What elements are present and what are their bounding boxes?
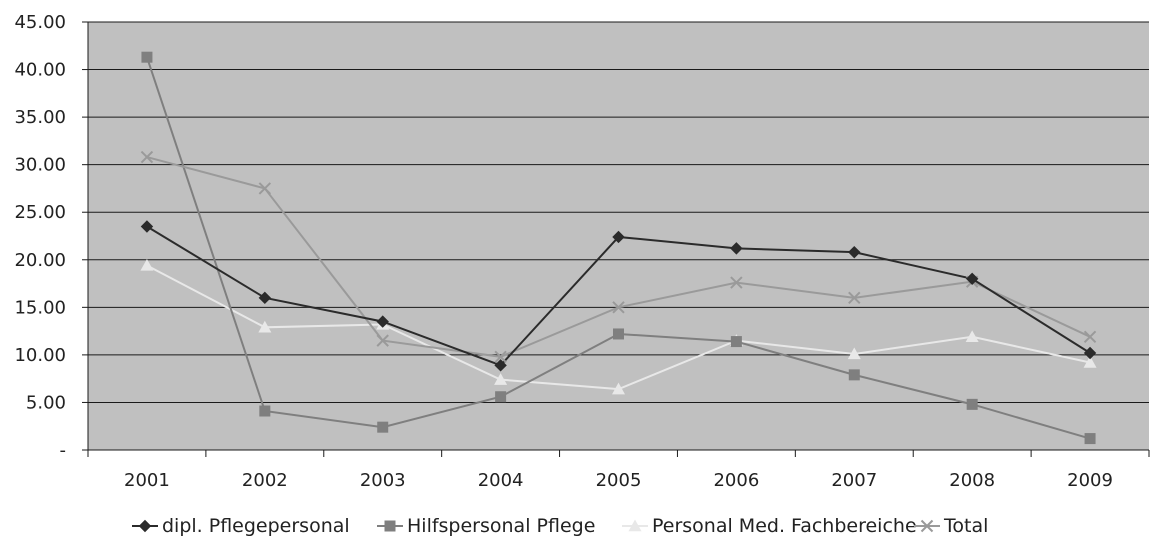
legend-item: Personal Med. Fachbereiche [622, 515, 917, 537]
series-1-marker [140, 220, 154, 233]
legend-label: Hilfspersonal Pflege [407, 515, 595, 537]
x-tick-label: 2006 [713, 470, 759, 491]
x-tick-label: 2002 [242, 470, 288, 491]
series-3-marker [1083, 355, 1097, 368]
y-tick-label: 40.00 [14, 60, 66, 81]
legend-label: dipl. Pflegepersonal [162, 515, 350, 537]
y-tick-label: 15.00 [14, 297, 66, 318]
y-tick-label: 5.00 [26, 392, 66, 413]
series-2-marker [141, 51, 153, 63]
series-3-marker [494, 373, 508, 385]
series-2-marker [495, 391, 507, 403]
series-4-marker [612, 301, 625, 314]
series-4-marker-stroke [1083, 330, 1097, 344]
legend-marker-stroke [920, 519, 934, 533]
series-4-marker-stroke [848, 291, 861, 305]
y-tick-label: 45.00 [14, 12, 66, 33]
series-4-marker-stroke [612, 301, 625, 314]
series-1-marker [612, 230, 625, 244]
series-4-marker-stroke [376, 334, 389, 347]
series-2-marker [966, 398, 978, 410]
series-2-marker [730, 336, 742, 348]
series-1-marker [494, 359, 507, 372]
y-tick-label: - [60, 440, 67, 461]
series-3-marker [847, 347, 861, 360]
series-4-marker [848, 291, 861, 305]
series-1-marker [376, 315, 389, 328]
y-tick-label: 25.00 [14, 202, 66, 223]
series-4-marker-stroke [140, 150, 154, 164]
series-2-marker [613, 328, 624, 340]
x-tick-label: 2007 [831, 470, 877, 491]
legend-label: Total [943, 515, 988, 537]
series-1-marker [1083, 346, 1097, 360]
legend-marker [628, 519, 642, 532]
series-2-marker [377, 421, 389, 433]
series-1-marker [730, 242, 743, 255]
y-tick-label: 10.00 [14, 345, 66, 366]
series-3-marker [612, 382, 625, 395]
legend-item: Total [914, 515, 988, 537]
series-1-marker [965, 272, 979, 286]
series-4-marker [140, 150, 154, 164]
legend-label: Personal Med. Fachbereiche [652, 515, 917, 537]
series-4-marker [1083, 330, 1097, 344]
x-tick-label: 2003 [360, 470, 406, 491]
series-4-marker-stroke [730, 276, 743, 289]
x-tick-label: 2001 [124, 470, 170, 491]
y-tick-label: 30.00 [14, 155, 66, 176]
series-4-marker-stroke [258, 182, 272, 195]
legend-item: Hilfspersonal Pflege [377, 515, 595, 537]
series-2-marker [848, 369, 860, 381]
legend-marker [384, 520, 396, 532]
series-2-marker [1084, 433, 1096, 445]
series-1-marker [258, 291, 272, 305]
legend-marker [138, 519, 152, 533]
series-4-marker [730, 276, 743, 289]
x-tick-label: 2004 [478, 470, 524, 491]
y-tick-label: 35.00 [14, 107, 66, 128]
legend-item: dipl. Pflegepersonal [132, 515, 350, 537]
series-3-marker [258, 320, 272, 333]
series-4-marker [376, 334, 389, 347]
series-3-marker [140, 258, 154, 271]
series-4-marker [494, 350, 507, 363]
series-4-marker-stroke [494, 350, 507, 363]
x-tick-label: 2009 [1067, 470, 1113, 491]
x-tick-label: 2005 [596, 470, 642, 491]
series-1-marker [848, 245, 861, 259]
y-tick-label: 20.00 [14, 250, 66, 271]
legend-marker [920, 519, 934, 533]
series-4-marker [258, 182, 272, 195]
x-tick-label: 2008 [949, 470, 995, 491]
series-3-marker [965, 330, 979, 343]
series-2-marker [259, 405, 271, 417]
